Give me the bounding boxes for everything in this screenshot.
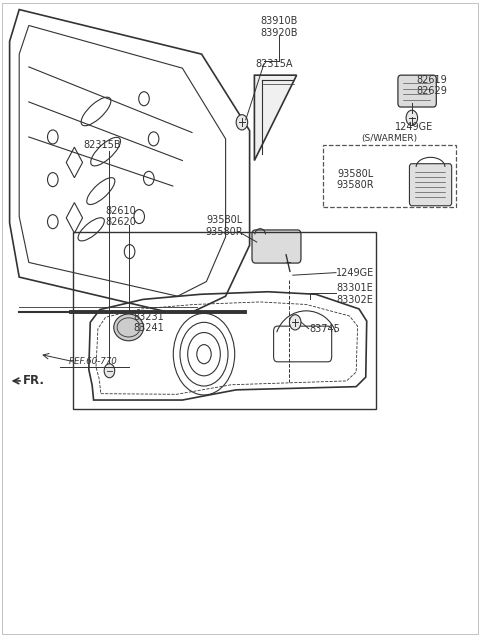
Bar: [73, 232, 376, 409]
Text: 93580L
93580R: 93580L 93580R: [336, 169, 374, 190]
FancyBboxPatch shape: [252, 230, 301, 263]
Text: FR.: FR.: [23, 375, 45, 387]
Text: 82610
82620: 82610 82620: [106, 206, 136, 227]
FancyBboxPatch shape: [409, 164, 452, 206]
Text: (S/WARMER): (S/WARMER): [361, 134, 417, 143]
Text: 83301E
83302E: 83301E 83302E: [336, 283, 373, 305]
Ellipse shape: [114, 314, 144, 341]
Text: 1249GE: 1249GE: [395, 122, 433, 132]
Text: 83745: 83745: [309, 324, 340, 334]
Bar: [323, 145, 456, 207]
Circle shape: [406, 110, 418, 125]
Text: 82619
82629: 82619 82629: [417, 75, 447, 96]
Text: 82315B: 82315B: [83, 140, 120, 150]
Circle shape: [104, 364, 115, 378]
Circle shape: [236, 115, 248, 130]
Text: 82315A: 82315A: [256, 59, 293, 69]
Circle shape: [289, 315, 301, 330]
Text: REF.60-770: REF.60-770: [69, 357, 118, 366]
Text: 93580L
93580R: 93580L 93580R: [206, 215, 243, 237]
Polygon shape: [254, 75, 297, 161]
Text: 1249GE: 1249GE: [336, 268, 374, 278]
FancyBboxPatch shape: [398, 75, 436, 107]
Text: 83910B
83920B: 83910B 83920B: [261, 16, 298, 38]
Text: 83231
83241: 83231 83241: [133, 311, 164, 333]
